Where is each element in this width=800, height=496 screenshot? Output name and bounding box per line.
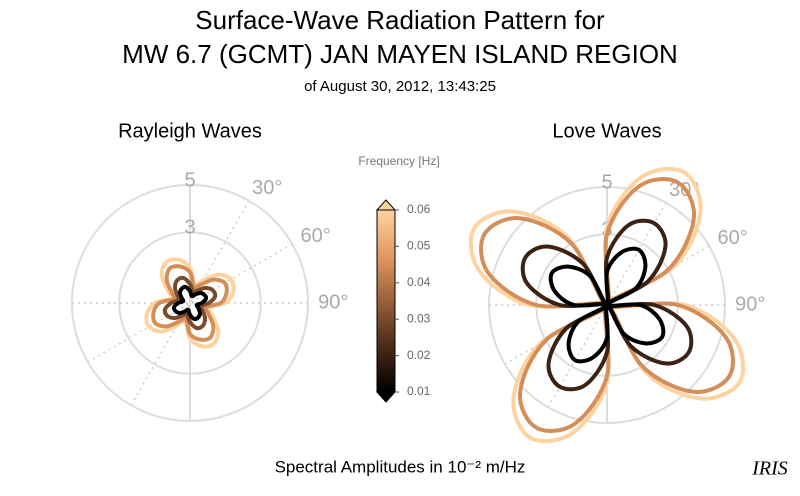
- r-grid-ring: [71, 184, 309, 422]
- subtitle: of August 30, 2012, 13:43:25: [304, 78, 496, 95]
- radiation-pattern: [548, 246, 666, 364]
- radiation-pattern: [520, 218, 694, 392]
- colorbar-tick-label: 0.01: [407, 384, 431, 398]
- chart-title: Rayleigh Waves: [118, 120, 262, 142]
- colorbar-extension: [375, 199, 397, 211]
- radiation-pattern: [479, 177, 735, 433]
- colorbar-title: Frequency [Hz]: [358, 154, 439, 168]
- footer: Spectral Amplitudes in 10⁻² m/Hz: [275, 457, 526, 476]
- theta-tick-label: 60°: [300, 225, 330, 247]
- colorbar-tick-label: 0.03: [407, 311, 431, 325]
- chart-title: Love Waves: [552, 120, 661, 142]
- theta-tick-label: 60°: [717, 227, 747, 249]
- theta-tick-label: 90°: [318, 291, 348, 313]
- r-tick-label: 5: [184, 169, 195, 191]
- theta-tick-label: 90°: [735, 293, 765, 315]
- radiation-pattern: [151, 264, 229, 342]
- r-grid-ring: [488, 186, 726, 424]
- radiation-pattern: [162, 275, 218, 331]
- title-line: Surface-Wave Radiation Pattern for: [195, 5, 605, 35]
- r-tick-label: 5: [601, 171, 612, 193]
- logo: IRIS: [751, 458, 788, 480]
- colorbar-tick-label: 0.05: [407, 239, 431, 253]
- radiation-pattern: [144, 257, 236, 349]
- r-grid-ring: [118, 231, 262, 375]
- colorbar-tick-label: 0.04: [407, 275, 431, 289]
- theta-tick-label: 30°: [252, 177, 282, 199]
- colorbar-tick-label: 0.02: [407, 348, 431, 362]
- colorbar: [376, 209, 396, 393]
- colorbar-extension: [375, 391, 397, 403]
- radiation-pattern: [171, 284, 209, 322]
- colorbar-tick-label: 0.06: [407, 202, 431, 216]
- title-line: MW 6.7 (GCMT) JAN MAYEN ISLAND REGION: [122, 39, 678, 69]
- r-tick-label: 3: [184, 216, 195, 238]
